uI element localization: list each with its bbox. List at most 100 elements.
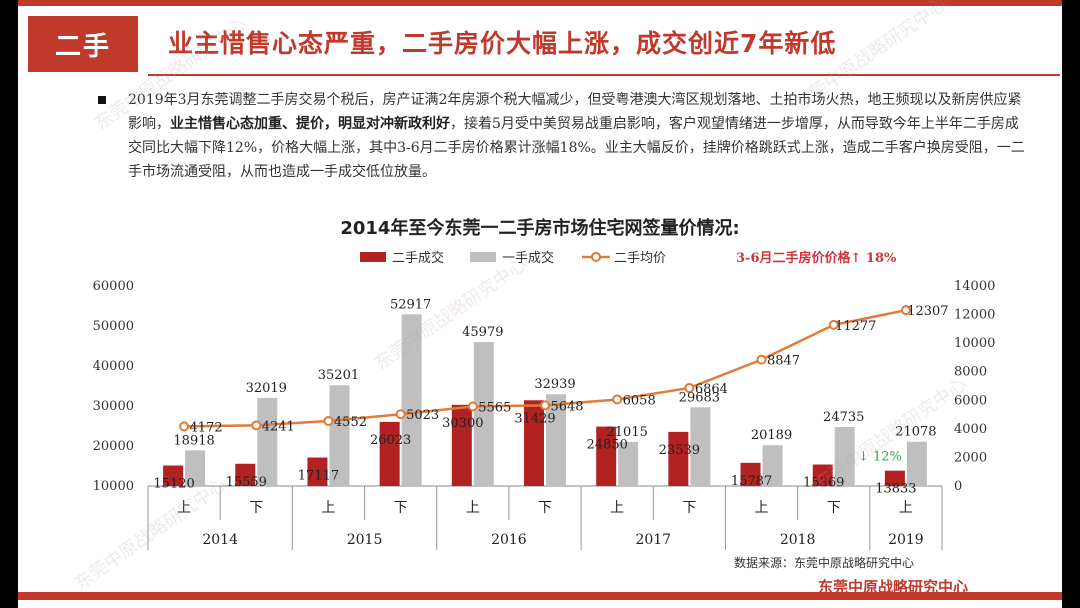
bar-yishou xyxy=(618,441,639,486)
line-point xyxy=(395,409,406,420)
bar-ershou xyxy=(451,404,472,486)
label-yishou: 32019 xyxy=(246,381,287,396)
line-point xyxy=(756,354,767,365)
year-label: 2018 xyxy=(780,532,816,548)
line-point xyxy=(612,394,623,405)
left-axis-tick: 40000 xyxy=(93,359,134,374)
drop-annotation: ↓ 12% xyxy=(858,450,902,465)
label-ershou: 15787 xyxy=(731,474,772,489)
category-label: 下 xyxy=(682,500,696,516)
label-ershou: 15559 xyxy=(226,475,267,490)
price-annotation: 3-6月二手房价价格↑ 18% xyxy=(736,250,897,266)
right-axis-tick: 4000 xyxy=(954,422,987,437)
footer-text: 东莞中原战略研究中心 xyxy=(818,578,969,596)
category-label: 下 xyxy=(827,500,841,516)
line-point xyxy=(900,305,911,316)
left-axis-tick: 50000 xyxy=(93,319,134,334)
right-axis-tick: 14000 xyxy=(954,279,995,294)
header-bar xyxy=(18,0,1062,6)
legend-label: 二手成交 xyxy=(392,250,444,266)
bar-yishou xyxy=(329,385,350,486)
bar-yishou xyxy=(401,314,422,486)
year-label: 2017 xyxy=(635,532,671,548)
category-label: 上 xyxy=(899,500,913,516)
label-yishou: 21078 xyxy=(895,425,936,440)
label-yishou: 32939 xyxy=(534,377,575,392)
category-label: 下 xyxy=(249,500,263,516)
category-label: 上 xyxy=(610,500,624,516)
bar-yishou xyxy=(834,427,855,486)
section-tag: 二手 xyxy=(28,16,138,72)
bar-yishou xyxy=(762,445,783,486)
category-label: 上 xyxy=(321,500,335,516)
bar-yishou xyxy=(690,407,711,486)
bar-ershou xyxy=(884,470,905,486)
left-axis-tick: 20000 xyxy=(93,439,134,454)
summary-text-2: ，接着5月受中美贸易战重启影响，客户观望情绪进一步增厚，从而导致今年上半年二手房… xyxy=(128,116,1025,180)
label-yishou: 29683 xyxy=(679,390,720,405)
data-source: 数据来源：东莞中原战略研究中心 xyxy=(734,556,915,570)
legend-label: 二手均价 xyxy=(614,251,666,266)
label-price: 11277 xyxy=(835,319,876,334)
page-title: 业主惜售心态严重，二手房价大幅上涨，成交创近7年新低 xyxy=(168,29,837,58)
line-point xyxy=(251,420,262,431)
bar-yishou xyxy=(906,441,927,486)
label-ershou: 13833 xyxy=(875,482,916,497)
label-price: 4172 xyxy=(190,420,223,435)
left-axis-tick: 10000 xyxy=(93,479,134,494)
bar-yishou xyxy=(185,450,206,486)
label-price: 4552 xyxy=(334,415,367,430)
label-ershou: 17117 xyxy=(298,469,339,484)
chart-title: 2014年至今东莞一二手房市场住宅网签量价情况: xyxy=(340,218,740,239)
year-label: 2019 xyxy=(888,532,924,548)
bar-ershou xyxy=(596,426,617,486)
label-ershou: 24850 xyxy=(587,438,628,453)
legend-label: 一手成交 xyxy=(502,250,554,266)
right-axis-tick: 2000 xyxy=(954,450,987,465)
year-label: 2014 xyxy=(202,532,238,548)
label-price: 8847 xyxy=(767,354,800,369)
summary-bold: 业主惜售心态加重、提价，明显对冲新政利好 xyxy=(170,116,450,132)
label-price: 6058 xyxy=(623,393,656,408)
bar-ershou xyxy=(668,431,689,486)
footer-bar xyxy=(18,592,1062,600)
bar-ershou xyxy=(235,463,256,486)
label-yishou: 35201 xyxy=(318,368,359,383)
label-ershou: 26023 xyxy=(370,433,411,448)
line-point xyxy=(323,415,334,426)
label-price: 12307 xyxy=(907,304,948,319)
bar-ershou xyxy=(524,400,544,486)
label-yishou: 24735 xyxy=(823,410,864,425)
bar-ershou xyxy=(740,462,761,486)
legend-marker xyxy=(591,252,601,262)
category-label: 上 xyxy=(755,500,769,516)
bar-yishou xyxy=(473,342,494,486)
summary-paragraph: 2019年3月东莞调整二手房交易个税后，房产证满2年房源个税大幅减少，但受粤港澳… xyxy=(128,88,1028,184)
legend-swatch-0 xyxy=(360,252,386,262)
label-ershou: 30300 xyxy=(442,416,483,431)
label-ershou: 31429 xyxy=(514,411,555,426)
bar-ershou xyxy=(307,457,328,486)
line-point xyxy=(684,382,695,393)
category-label: 上 xyxy=(177,500,191,516)
legend-swatch-1 xyxy=(470,252,496,262)
label-ershou: 15120 xyxy=(153,477,194,492)
label-ershou: 23539 xyxy=(659,443,700,458)
right-axis-tick: 6000 xyxy=(954,393,987,408)
bullet-icon xyxy=(98,96,106,104)
label-price: 5565 xyxy=(478,401,511,416)
label-price: 5648 xyxy=(550,399,583,414)
right-axis-tick: 10000 xyxy=(954,336,995,351)
category-label: 下 xyxy=(394,500,408,516)
label-ershou: 15369 xyxy=(803,476,844,491)
year-label: 2015 xyxy=(347,532,383,548)
category-label: 上 xyxy=(466,500,480,516)
label-yishou: 52917 xyxy=(390,297,431,312)
label-yishou: 21015 xyxy=(607,425,648,440)
right-axis-tick: 0 xyxy=(954,479,962,494)
right-axis-tick: 12000 xyxy=(954,308,995,323)
label-yishou: 20189 xyxy=(751,428,792,443)
year-label: 2016 xyxy=(491,532,527,548)
label-price: 5023 xyxy=(406,408,439,423)
